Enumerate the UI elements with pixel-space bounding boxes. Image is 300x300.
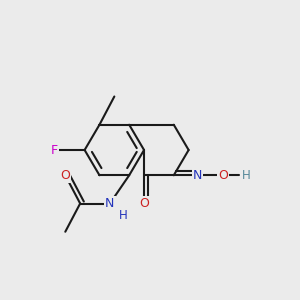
Text: O: O bbox=[218, 169, 228, 182]
Text: N: N bbox=[105, 197, 115, 210]
Text: N: N bbox=[193, 169, 202, 182]
Text: O: O bbox=[60, 169, 70, 182]
Text: F: F bbox=[51, 143, 58, 157]
Text: H: H bbox=[119, 209, 128, 222]
Text: H: H bbox=[242, 169, 250, 182]
Text: O: O bbox=[139, 197, 149, 210]
